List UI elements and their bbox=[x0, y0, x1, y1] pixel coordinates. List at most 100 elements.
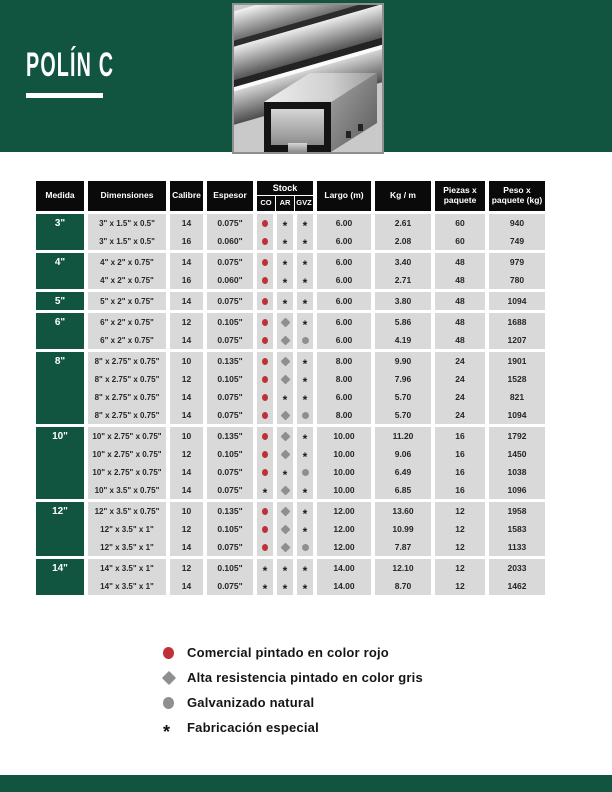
largo-cell-value: 6.00 bbox=[335, 335, 353, 345]
espesor-cell-value: 0.105" bbox=[217, 449, 243, 459]
medida-label: 8" bbox=[54, 356, 66, 367]
kgm-cell-value: 9.90 bbox=[394, 356, 412, 366]
calibre-cell-value: 14 bbox=[181, 296, 192, 306]
legend-label: Alta resistencia pintado en color gris bbox=[187, 670, 423, 685]
stock-marker-slot bbox=[297, 331, 313, 349]
largo-cell: 6.00 6.00 bbox=[317, 253, 371, 289]
dimensiones-cell-value: 6" x 2" x 0.75" bbox=[100, 317, 154, 327]
gray-diamond-marker bbox=[280, 449, 290, 459]
legend: Comercial pintado en color rojo Alta res… bbox=[161, 640, 423, 741]
stock-gvz-cell: * * * bbox=[297, 352, 313, 424]
espesor-cell: 0.075" 0.060" bbox=[207, 253, 253, 289]
peso-cell-value: 940 bbox=[509, 218, 525, 228]
red-dot-marker bbox=[262, 258, 268, 266]
asterisk-marker: * bbox=[302, 525, 308, 539]
dimensiones-cell-value: 3" x 1.5" x 0.5" bbox=[99, 218, 155, 228]
kgm-cell-value: 7.96 bbox=[394, 374, 412, 384]
piezas-cell: 12 12 bbox=[435, 559, 485, 595]
stock-marker-slot: * bbox=[297, 370, 313, 388]
title-underline bbox=[26, 93, 103, 98]
stock-gvz-cell: * * bbox=[297, 502, 313, 556]
piezas-cell-value: 16 bbox=[455, 431, 465, 441]
espesor-cell-value: 0.075" bbox=[217, 581, 243, 591]
gray-diamond-marker bbox=[280, 410, 290, 420]
largo-cell-value: 10.00 bbox=[333, 449, 355, 459]
legend-label: Galvanizado natural bbox=[187, 695, 315, 710]
peso-cell-value: 1094 bbox=[507, 410, 527, 420]
stock-marker-slot bbox=[277, 331, 293, 349]
stock-marker-slot: * bbox=[257, 559, 273, 577]
stock-marker-slot: * bbox=[277, 271, 293, 289]
stock-co-cell bbox=[257, 313, 273, 349]
espesor-cell-value: 0.105" bbox=[217, 317, 243, 327]
col-header-stock-gvz: GVZ bbox=[294, 196, 313, 211]
gray-diamond-marker bbox=[280, 506, 290, 516]
asterisk-marker: * bbox=[302, 276, 308, 290]
peso-cell-value: 1462 bbox=[507, 581, 527, 591]
stock-co-cell bbox=[257, 292, 273, 310]
piezas-cell-value: 12 bbox=[455, 563, 465, 573]
peso-cell-value: 1133 bbox=[507, 542, 527, 552]
kgm-cell-value: 7.87 bbox=[394, 542, 412, 552]
asterisk-marker: * bbox=[302, 507, 308, 521]
espesor-cell: 0.135" 0.105" 0.075" bbox=[207, 502, 253, 556]
peso-cell-value: 1096 bbox=[507, 485, 527, 495]
col-header-peso: Peso x paquete (kg) bbox=[489, 181, 545, 211]
stock-co-cell: * * bbox=[257, 559, 273, 595]
stock-marker-slot: * bbox=[297, 232, 313, 250]
stock-marker-slot: * bbox=[297, 559, 313, 577]
red-dot-marker bbox=[262, 525, 268, 533]
header-band: POLÍN C bbox=[0, 0, 612, 154]
calibre-cell-value: 14 bbox=[181, 392, 192, 402]
asterisk-marker: * bbox=[282, 258, 288, 272]
largo-cell-value: 14.00 bbox=[333, 563, 355, 573]
espesor-cell-value: 0.135" bbox=[217, 431, 243, 441]
kgm-cell-value: 3.40 bbox=[394, 257, 412, 267]
peso-cell-value: 1688 bbox=[507, 317, 527, 327]
espesor-cell-value: 0.075" bbox=[217, 542, 243, 552]
stock-marker-slot: * bbox=[297, 520, 313, 538]
peso-cell: 2033 1462 bbox=[489, 559, 545, 595]
calibre-cell-value: 14 bbox=[181, 410, 192, 420]
kgm-cell-value: 11.20 bbox=[392, 431, 414, 441]
kgm-cell-value: 5.86 bbox=[394, 317, 412, 327]
piezas-cell-value: 12 bbox=[455, 506, 465, 516]
largo-cell: 12.00 12.00 12.00 bbox=[317, 502, 371, 556]
asterisk-marker: * bbox=[302, 258, 308, 272]
gray-diamond-marker bbox=[280, 335, 290, 345]
asterisk-marker: * bbox=[282, 237, 288, 251]
kgm-cell-value: 13.60 bbox=[392, 506, 414, 516]
stock-co-cell bbox=[257, 253, 273, 289]
dimensiones-cell-value: 8" x 2.75" x 0.75" bbox=[94, 392, 160, 402]
largo-cell: 6.00 6.00 bbox=[317, 214, 371, 250]
piezas-cell: 60 60 bbox=[435, 214, 485, 250]
calibre-cell: 10 12 14 bbox=[170, 502, 203, 556]
red-dot-marker bbox=[262, 432, 268, 440]
asterisk-marker: * bbox=[262, 582, 268, 596]
col-header-piezas: Piezas x paquete bbox=[435, 181, 485, 211]
stock-marker-slot bbox=[257, 463, 273, 481]
espesor-cell: 0.075" 0.060" bbox=[207, 214, 253, 250]
red-dot-marker bbox=[262, 411, 268, 419]
stock-marker-slot: * bbox=[297, 214, 313, 232]
stock-marker-slot bbox=[277, 538, 293, 556]
dimensiones-cell-value: 3" x 1.5" x 0.5" bbox=[99, 236, 155, 246]
calibre-cell-value: 10 bbox=[181, 356, 192, 366]
red-dot-marker bbox=[262, 375, 268, 383]
stock-ar-cell bbox=[277, 502, 293, 556]
calibre-cell-value: 12 bbox=[181, 449, 192, 459]
asterisk-marker: * bbox=[302, 486, 308, 500]
medida-label: 12" bbox=[52, 506, 68, 517]
dimensiones-cell: 14" x 3.5" x 1" 14" x 3.5" x 1" bbox=[88, 559, 166, 595]
stock-marker-slot: * bbox=[277, 292, 293, 310]
dimensiones-cell-value: 8" x 2.75" x 0.75" bbox=[94, 374, 160, 384]
peso-cell-value: 749 bbox=[509, 236, 525, 246]
stock-subheaders: CO AR GVZ bbox=[257, 196, 313, 211]
piezas-cell: 24 24 24 24 bbox=[435, 352, 485, 424]
stock-marker-slot bbox=[257, 520, 273, 538]
calibre-cell-value: 16 bbox=[181, 236, 192, 246]
stock-marker-slot bbox=[257, 232, 273, 250]
piezas-cell: 48 bbox=[435, 292, 485, 310]
gray-circle-marker bbox=[301, 468, 309, 476]
